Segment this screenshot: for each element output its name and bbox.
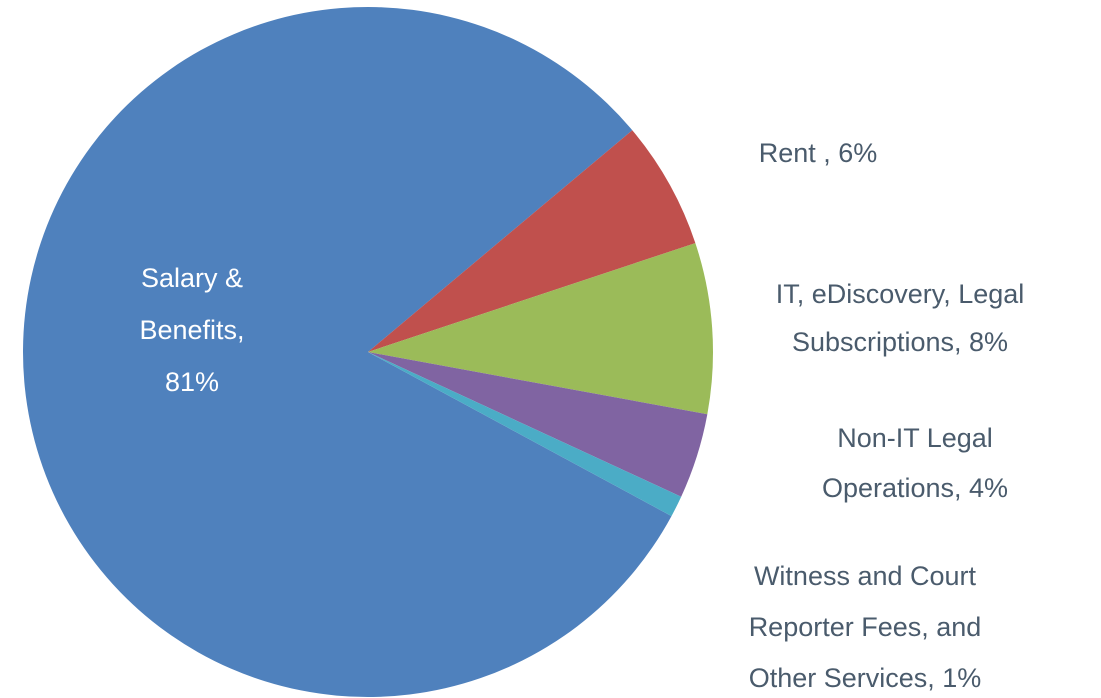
data-label: Witness and Court <box>754 561 977 591</box>
data-label: Subscriptions, 8% <box>792 327 1008 357</box>
data-label: Benefits, <box>139 315 244 345</box>
data-label: 81% <box>165 367 219 397</box>
data-label: Rent , 6% <box>759 138 878 168</box>
data-label: Reporter Fees, and <box>749 612 982 642</box>
pie-slice <box>368 243 714 415</box>
data-label: Other Services, 1% <box>749 663 982 693</box>
pie-slice <box>23 7 672 698</box>
data-label: Salary & <box>141 263 243 293</box>
data-label: IT, eDiscovery, Legal <box>776 279 1025 309</box>
pie-slice <box>368 352 682 517</box>
data-label: Operations, 4% <box>822 473 1008 503</box>
pie-slice <box>368 352 708 497</box>
data-label: Non-IT Legal <box>837 423 993 453</box>
pie-slice <box>368 130 696 352</box>
